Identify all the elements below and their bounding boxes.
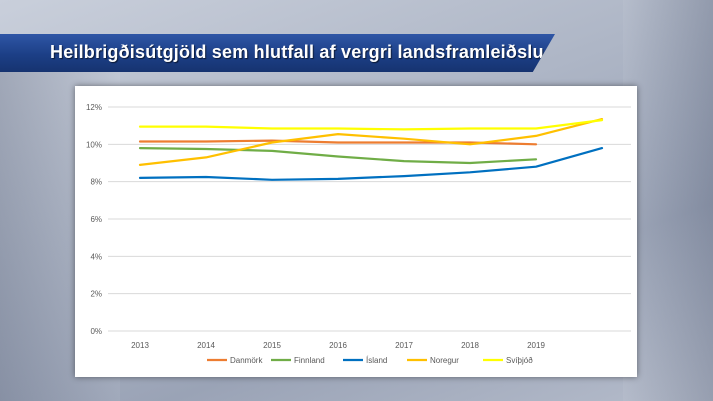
legend-item: Ísland <box>343 356 387 365</box>
chart-panel: 0% 2% 4% 6% 8% 10% 12% 2013 2014 2015 2016 2017 201… <box>75 86 637 377</box>
legend-item: Danmörk <box>207 356 263 365</box>
x-tick-label: 2018 <box>461 341 479 350</box>
y-tick-label: 2% <box>90 290 102 299</box>
legend-item: Noregur <box>407 356 459 365</box>
legend-item: Svíþjóð <box>483 356 533 365</box>
background-right-shade <box>623 0 713 401</box>
gridlines <box>108 106 631 332</box>
series-line-noregur <box>138 118 604 166</box>
y-tick-label: 12% <box>86 103 102 112</box>
x-axis-ticks: 2013 2014 2015 2016 2017 2018 2019 <box>131 341 545 350</box>
legend-item: Finnland <box>271 356 325 365</box>
title-banner: Heilbrigðisútgjöld sem hlutfall af vergr… <box>0 34 555 72</box>
y-axis-ticks: 0% 2% 4% 6% 8% 10% 12% <box>86 103 102 336</box>
series-line-finnland <box>138 147 538 165</box>
page-title: Heilbrigðisútgjöld sem hlutfall af vergr… <box>50 42 544 62</box>
y-tick-label: 0% <box>90 327 102 336</box>
x-tick-label: 2017 <box>395 341 413 350</box>
series-line-danmörk <box>138 139 538 146</box>
x-tick-label: 2014 <box>197 341 215 350</box>
y-tick-label: 6% <box>90 215 102 224</box>
y-tick-label: 4% <box>90 252 102 261</box>
x-tick-label: 2013 <box>131 341 149 350</box>
legend-label: Finnland <box>294 356 325 365</box>
x-tick-label: 2016 <box>329 341 347 350</box>
y-tick-label: 8% <box>90 178 102 187</box>
legend-label: Noregur <box>430 356 459 365</box>
legend-label: Ísland <box>366 356 387 365</box>
legend-label: Svíþjóð <box>506 356 533 365</box>
legend-label: Danmörk <box>230 356 263 365</box>
x-tick-label: 2019 <box>527 341 545 350</box>
series-line-svíþjóð <box>138 119 604 131</box>
y-tick-label: 10% <box>86 140 102 149</box>
legend: Danmörk Finnland Ísland Noregur Svíþjóð <box>207 356 533 365</box>
series-lines <box>138 118 604 181</box>
line-chart: 0%2%4%6%8%10%12% 2013 2014 2015 2016 2017 201… <box>86 103 631 365</box>
x-tick-label: 2015 <box>263 341 281 350</box>
series-line-ísland <box>138 147 604 181</box>
